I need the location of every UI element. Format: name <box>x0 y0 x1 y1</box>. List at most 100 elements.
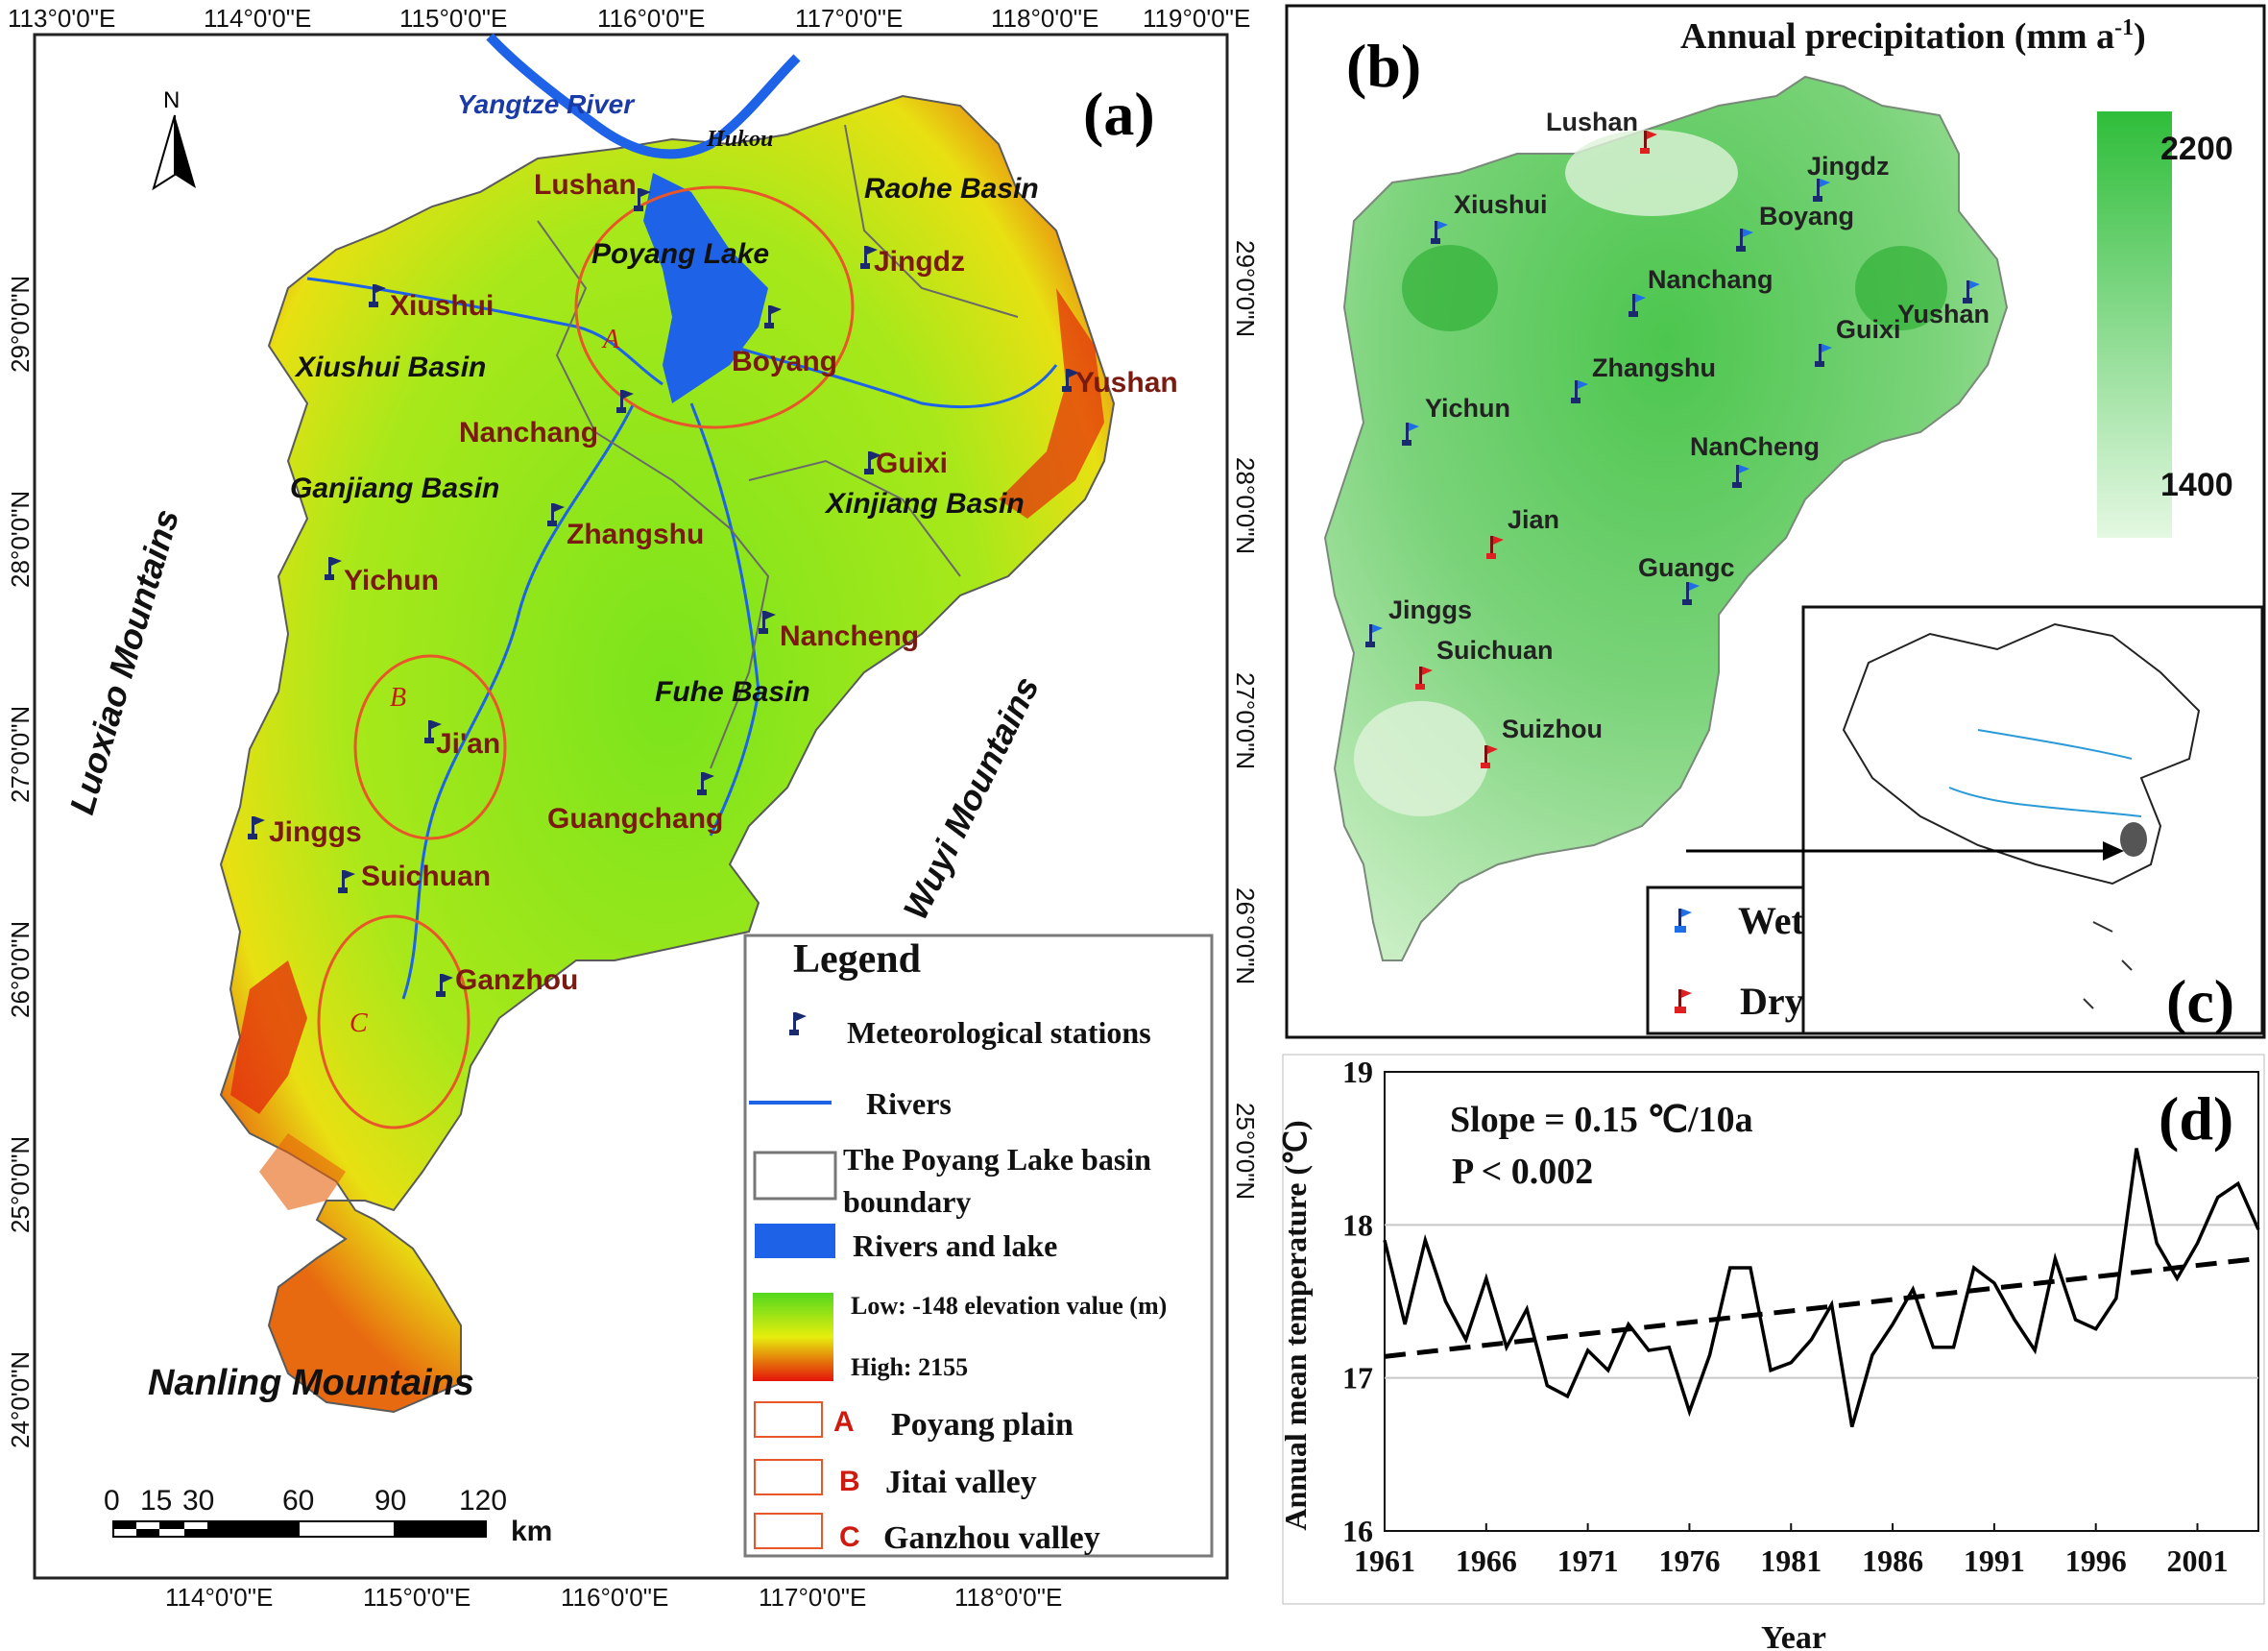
flag-icon <box>338 870 355 893</box>
top-lon-tick: 118°0'0"E <box>991 4 1098 33</box>
top-lon-tick: 115°0'0"E <box>399 4 507 33</box>
scale-unit: km <box>511 1516 552 1547</box>
b-label-zhangshu: Zhangshu <box>1592 353 1716 382</box>
china-rivers <box>1948 729 2142 817</box>
label-guangchang: Guangchang <box>547 803 723 835</box>
b-label-jinggs: Jinggs <box>1388 595 1472 624</box>
xiushui-river <box>306 277 664 386</box>
scale-number: 30 <box>182 1485 214 1517</box>
legend-zone-c-swatch <box>754 1513 823 1549</box>
wet-flag-icon <box>1365 624 1383 647</box>
legend-elev-low: Low: -148 elevation value (m) <box>851 1292 1167 1320</box>
left-lat-tick: 29°0'0"N <box>6 276 35 373</box>
legend-zone-b-swatch <box>754 1459 823 1495</box>
panel-d-label: (d) <box>2159 1084 2233 1153</box>
legend-rivers: Rivers <box>866 1086 952 1121</box>
b-label-suizhou: Suizhou <box>1502 715 1603 743</box>
label-lushan: Lushan <box>534 169 637 201</box>
fuhe-river <box>689 402 760 837</box>
label-xiushui: Xiushui <box>390 290 494 322</box>
flag-icon <box>764 305 782 328</box>
poyang-lake <box>643 173 768 403</box>
flag-icon <box>616 390 634 413</box>
flag-icon <box>634 188 651 211</box>
legend-rivers-lake: Rivers and lake <box>853 1228 1057 1263</box>
label-hukou: Hukou <box>706 127 773 152</box>
flag-icon <box>547 503 565 526</box>
panel-c-label: (c) <box>2166 967 2234 1035</box>
north-arrow-icon: N <box>152 87 196 191</box>
precip-color-ramp <box>2097 111 2172 538</box>
top-lon-tick: 116°0'0"E <box>597 4 705 33</box>
flag-icon <box>248 816 265 839</box>
x-axis-label: Year <box>1761 1620 1826 1651</box>
precip-scale-low: 1400 <box>2160 467 2233 503</box>
b-label-jingdz: Jingdz <box>1807 152 1890 181</box>
legend-elevation-ramp <box>753 1293 833 1381</box>
basin-terrain <box>219 94 1116 1414</box>
left-lat-tick: 28°0'0"N <box>6 491 35 588</box>
wet-legend-icon <box>1675 909 1692 933</box>
legend-stations: Meteorological stations <box>847 1015 1151 1050</box>
wet-flag-icon <box>1682 582 1700 605</box>
x-tick-label: 1981 <box>1760 1543 1822 1578</box>
precip-station-labels: Lushan Xiushui Jingdz Boyang Nanchang Gu… <box>1388 108 1990 743</box>
bottom-lon-tick: 115°0'0"E <box>363 1583 470 1612</box>
right-lat-tick: 28°0'0"N <box>1231 457 1260 554</box>
dry-station-flags <box>1415 131 1657 768</box>
wet-flag-icon <box>1629 294 1646 317</box>
panel-a: A B C 113°0'0"E 114°0'0"E 115°0'0"E 116°… <box>6 4 1260 1612</box>
flag-icon <box>1062 369 1079 392</box>
bottom-lon-tick: 116°0'0"E <box>561 1583 668 1612</box>
top-lon-tick: 119°0'0"E <box>1143 4 1250 33</box>
left-lat-ticks: 29°0'0"N 28°0'0"N 27°0'0"N 26°0'0"N 25°0… <box>6 276 35 1448</box>
label-xinjiang: Xinjiang Basin <box>824 488 1025 520</box>
x-tick-label: 1961 <box>1354 1543 1415 1578</box>
top-lon-ticks: 113°0'0"E 114°0'0"E 115°0'0"E 116°0'0"E … <box>8 4 1250 33</box>
legend-boundary-1: The Poyang Lake basin <box>843 1142 1151 1177</box>
left-lat-tick: 27°0'0"N <box>6 706 35 803</box>
legend-b-text: Jitai valley <box>885 1465 1037 1500</box>
zone-b-ellipse <box>353 654 507 840</box>
wet-flag-icon <box>1402 423 1419 446</box>
label-raohe: Raohe Basin <box>864 173 1039 205</box>
islands <box>2083 921 2133 1009</box>
label-zhangshu: Zhangshu <box>567 519 704 550</box>
x-tick-label: 1966 <box>1456 1543 1517 1578</box>
label-nanling: Nanling Mountains <box>148 1363 474 1403</box>
precip-scale-high: 2200 <box>2160 131 2233 167</box>
slope-annotation: Slope = 0.15 ℃/10a <box>1450 1100 1753 1140</box>
right-lat-tick: 29°0'0"N <box>1231 240 1260 337</box>
label-jian: Ji'an <box>436 728 500 760</box>
svg-text:N: N <box>163 87 180 113</box>
right-lat-ticks: 29°0'0"N 28°0'0"N 27°0'0"N 26°0'0"N 25°0… <box>1231 240 1260 1200</box>
scale-number: 15 <box>140 1485 172 1517</box>
y-axis-label: Annual mean temperature (℃) <box>1278 1120 1313 1530</box>
flag-icon <box>860 246 878 269</box>
zone-c-ellipse <box>317 914 470 1129</box>
right-lat-tick: 25°0'0"N <box>1231 1103 1260 1200</box>
label-boyang: Boyang <box>732 346 837 377</box>
label-nancheng: Nancheng <box>780 620 919 652</box>
b-label-nanchang: Nanchang <box>1648 265 1773 294</box>
x-tick-label: 1971 <box>1557 1543 1619 1578</box>
inset-arrowhead <box>2103 841 2124 861</box>
legend-box: Legend Meteorological stations Rivers Th… <box>743 934 1214 1558</box>
wuyi-highlands <box>999 288 1104 519</box>
flag-icon <box>369 284 386 307</box>
luoxiao-highlands <box>230 960 307 1114</box>
dry-flag-icon <box>1486 536 1504 559</box>
label-jinggs: Jinggs <box>269 816 362 848</box>
bottom-lon-tick: 114°0'0"E <box>165 1583 273 1612</box>
wet-flag-icon <box>1813 179 1830 202</box>
svg-text:Annual precipitation (mm a-1): Annual precipitation (mm a-1) <box>1680 15 2146 57</box>
xinjiang-river <box>729 344 1058 409</box>
basin-location <box>2120 822 2147 857</box>
legend-elev-high: High: 2155 <box>851 1353 968 1381</box>
precip-high-east <box>1855 246 1947 330</box>
b-label-suichuan: Suichuan <box>1436 636 1554 665</box>
x-tick-label: 1986 <box>1862 1543 1923 1578</box>
wet-flag-icon <box>1963 280 1980 303</box>
x-tick-label: 2001 <box>2167 1543 2229 1578</box>
